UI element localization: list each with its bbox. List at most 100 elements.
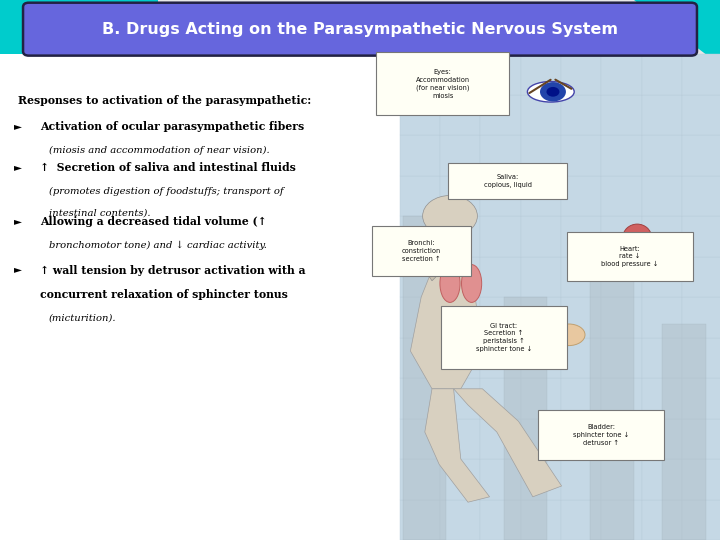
- Text: (miosis and accommodation of near vision).: (miosis and accommodation of near vision…: [49, 146, 269, 156]
- Bar: [642, 459, 682, 500]
- Bar: [521, 135, 561, 176]
- Bar: [642, 418, 682, 459]
- Bar: [480, 54, 521, 94]
- Bar: [400, 176, 440, 216]
- FancyBboxPatch shape: [567, 232, 693, 281]
- Bar: [642, 94, 682, 135]
- FancyBboxPatch shape: [538, 410, 664, 460]
- Bar: [561, 297, 601, 338]
- Text: Bronchi:
constriction
secretion ↑: Bronchi: constriction secretion ↑: [402, 240, 441, 262]
- Polygon shape: [454, 389, 562, 497]
- Text: ►: ►: [14, 216, 22, 226]
- Text: Allowing a decreased tidal volume (↑: Allowing a decreased tidal volume (↑: [40, 216, 266, 227]
- Bar: [480, 216, 521, 256]
- Bar: [682, 54, 720, 94]
- FancyBboxPatch shape: [377, 52, 509, 115]
- Bar: [601, 297, 642, 338]
- Text: intestinal contents).: intestinal contents).: [49, 208, 150, 218]
- Bar: [400, 297, 440, 338]
- Bar: [440, 338, 480, 378]
- Bar: [642, 338, 682, 378]
- Bar: [682, 378, 720, 419]
- Bar: [662, 324, 706, 540]
- Polygon shape: [0, 0, 158, 38]
- Text: Activation of ocular parasympathetic fibers: Activation of ocular parasympathetic fib…: [40, 122, 304, 132]
- Bar: [682, 216, 720, 256]
- Circle shape: [540, 82, 566, 102]
- Bar: [682, 256, 720, 297]
- Bar: [601, 418, 642, 459]
- Bar: [440, 297, 480, 338]
- Bar: [480, 459, 521, 500]
- Text: bronchomotor tone) and ↓ cardiac activity.: bronchomotor tone) and ↓ cardiac activit…: [49, 241, 267, 250]
- Bar: [521, 338, 561, 378]
- Bar: [521, 500, 561, 540]
- Polygon shape: [410, 232, 443, 281]
- Bar: [480, 418, 521, 459]
- Bar: [601, 94, 642, 135]
- Polygon shape: [0, 108, 29, 162]
- Bar: [400, 418, 440, 459]
- Bar: [601, 378, 642, 419]
- Bar: [480, 338, 521, 378]
- Bar: [601, 54, 642, 94]
- Bar: [504, 297, 547, 540]
- Bar: [480, 94, 521, 135]
- Bar: [561, 256, 601, 297]
- Bar: [400, 378, 440, 419]
- Bar: [561, 418, 601, 459]
- Circle shape: [423, 195, 477, 237]
- Text: Eyes:
Accommodation
(for near vision)
miosis: Eyes: Accommodation (for near vision) mi…: [415, 69, 470, 99]
- Text: Responses to activation of the parasympathetic:: Responses to activation of the parasympa…: [18, 94, 311, 105]
- Ellipse shape: [606, 424, 633, 440]
- Text: ►: ►: [14, 162, 22, 172]
- Bar: [521, 216, 561, 256]
- Bar: [521, 418, 561, 459]
- Bar: [642, 256, 682, 297]
- Text: ↑ wall tension by detrusor activation with a: ↑ wall tension by detrusor activation wi…: [40, 265, 305, 275]
- Bar: [0, 54, 400, 540]
- Bar: [400, 216, 440, 256]
- Bar: [521, 94, 561, 135]
- Bar: [682, 94, 720, 135]
- Bar: [521, 54, 561, 94]
- Bar: [642, 176, 682, 216]
- Text: (micturition).: (micturition).: [49, 314, 117, 323]
- Bar: [590, 270, 634, 540]
- Bar: [682, 135, 720, 176]
- Bar: [440, 418, 480, 459]
- Ellipse shape: [553, 324, 585, 346]
- Bar: [561, 54, 601, 94]
- Ellipse shape: [623, 224, 652, 251]
- Bar: [521, 297, 561, 338]
- Bar: [403, 216, 446, 540]
- Bar: [682, 176, 720, 216]
- Bar: [682, 338, 720, 378]
- FancyBboxPatch shape: [372, 226, 471, 276]
- Bar: [601, 176, 642, 216]
- Bar: [561, 216, 601, 256]
- Bar: [561, 135, 601, 176]
- Bar: [521, 459, 561, 500]
- Bar: [400, 54, 720, 540]
- Bar: [521, 256, 561, 297]
- Ellipse shape: [527, 82, 575, 102]
- Bar: [561, 500, 601, 540]
- Bar: [400, 500, 440, 540]
- Bar: [480, 297, 521, 338]
- Bar: [400, 459, 440, 500]
- Bar: [601, 216, 642, 256]
- Circle shape: [546, 87, 559, 97]
- Bar: [601, 135, 642, 176]
- Text: concurrent relaxation of sphincter tonus: concurrent relaxation of sphincter tonus: [40, 289, 287, 300]
- Bar: [440, 378, 480, 419]
- Text: (promotes digestion of foodstuffs; transport of: (promotes digestion of foodstuffs; trans…: [49, 187, 284, 196]
- Polygon shape: [0, 38, 72, 108]
- Bar: [480, 176, 521, 216]
- Bar: [440, 94, 480, 135]
- Text: B. Drugs Acting on the Parasympathetic Nervous System: B. Drugs Acting on the Parasympathetic N…: [102, 22, 618, 37]
- Bar: [400, 256, 440, 297]
- Bar: [642, 135, 682, 176]
- Bar: [601, 338, 642, 378]
- Text: Bladder:
sphincter tone ↓
detrusor ↑: Bladder: sphincter tone ↓ detrusor ↑: [573, 424, 629, 446]
